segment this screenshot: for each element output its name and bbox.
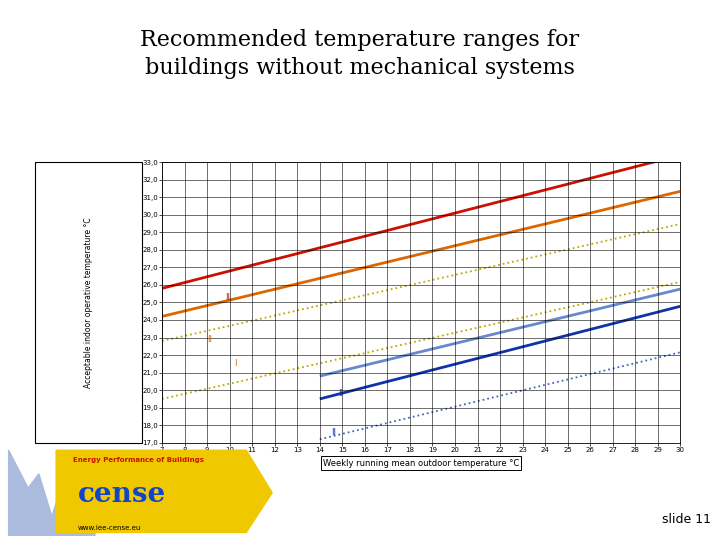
Text: I: I [234,359,237,368]
Text: II: II [331,428,336,437]
X-axis label: Weekly running mean outdoor temperature °C: Weekly running mean outdoor temperature … [323,458,519,468]
Text: cense: cense [78,482,166,509]
Text: Recommended temperature ranges for
buildings without mechanical systems: Recommended temperature ranges for build… [140,29,580,79]
Text: II: II [207,335,212,344]
Text: www.iee-cense.eu: www.iee-cense.eu [78,524,141,530]
Text: II: II [225,293,230,302]
Polygon shape [9,450,95,535]
Text: Energy Performance of Buildings: Energy Performance of Buildings [73,457,204,463]
Polygon shape [56,450,272,532]
Text: Acceptable indoor operative temperature °C: Acceptable indoor operative temperature … [84,217,93,388]
Text: II: II [338,389,343,398]
FancyBboxPatch shape [35,162,142,443]
Text: slide 11: slide 11 [662,513,711,526]
